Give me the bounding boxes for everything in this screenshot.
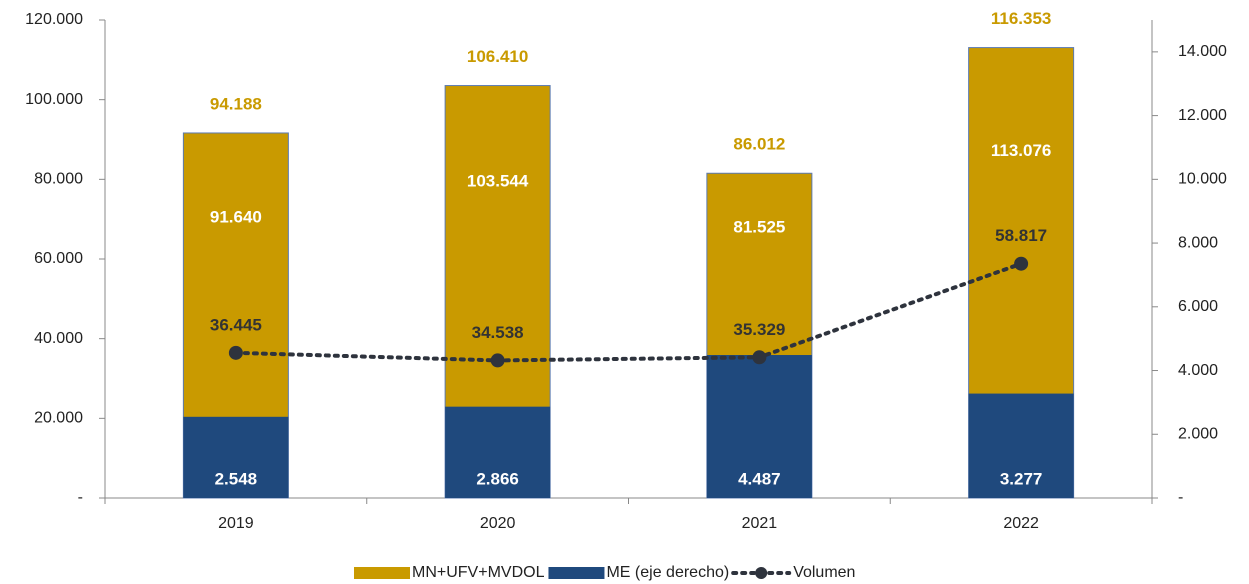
bar xyxy=(706,355,812,498)
y2-tick-label: 6.000 xyxy=(1178,298,1218,315)
y2-tick-label: 14.000 xyxy=(1178,43,1227,60)
y2-tick-label: 4.000 xyxy=(1178,362,1218,379)
x-tick-label: 2021 xyxy=(742,515,778,532)
bar xyxy=(183,416,289,498)
line xyxy=(233,261,1024,363)
y2-tick-label: 8.000 xyxy=(1178,234,1218,251)
data-label: 113.076 xyxy=(991,141,1052,160)
legend-label: ME (eje derecho) xyxy=(606,564,729,581)
total-label: 86.012 xyxy=(733,135,785,154)
legend-label: Volumen xyxy=(793,564,855,581)
data-label: 103.544 xyxy=(467,171,529,190)
bar xyxy=(968,393,1074,498)
data-label: 34.538 xyxy=(472,323,524,342)
x-tick-label: 2020 xyxy=(480,515,516,532)
x-tick-label: 2022 xyxy=(1003,515,1039,532)
bar xyxy=(445,406,551,498)
data-label: 3.277 xyxy=(1000,469,1043,488)
y-tick-label: 120.000 xyxy=(25,11,83,28)
y2-tick-label: - xyxy=(1178,489,1183,506)
data-label: 4.487 xyxy=(738,469,781,488)
y2-tick-label: 2.000 xyxy=(1178,425,1218,442)
legend-swatch xyxy=(354,567,410,579)
y-tick-label: - xyxy=(78,489,83,506)
line-marker xyxy=(752,350,767,365)
y-tick-label: 60.000 xyxy=(34,250,83,267)
legend-label: MN+UFV+MVDOL xyxy=(412,564,545,581)
data-label: 35.329 xyxy=(733,320,785,339)
legend-swatch xyxy=(548,567,605,579)
y-tick-label: 40.000 xyxy=(34,330,83,347)
data-label: 2.866 xyxy=(476,469,519,488)
y-tick-label: 80.000 xyxy=(34,171,83,188)
y2-tick-label: 12.000 xyxy=(1178,107,1227,124)
line-marker xyxy=(1014,256,1029,271)
data-label: 58.817 xyxy=(995,226,1047,245)
legend-swatch xyxy=(755,567,768,579)
data-label: 91.640 xyxy=(210,208,262,227)
x-tick-label: 2019 xyxy=(218,515,254,532)
line-marker xyxy=(490,353,505,368)
y-tick-label: 20.000 xyxy=(34,410,83,427)
total-label: 116.353 xyxy=(991,9,1052,28)
line-marker xyxy=(228,345,243,360)
total-label: 94.188 xyxy=(210,94,262,113)
data-label: 2.548 xyxy=(215,469,258,488)
y2-tick-label: 10.000 xyxy=(1178,171,1227,188)
total-label: 106.410 xyxy=(467,47,528,66)
y-tick-label: 100.000 xyxy=(25,91,83,108)
data-label: 36.445 xyxy=(210,315,262,334)
data-label: 81.525 xyxy=(733,217,785,236)
